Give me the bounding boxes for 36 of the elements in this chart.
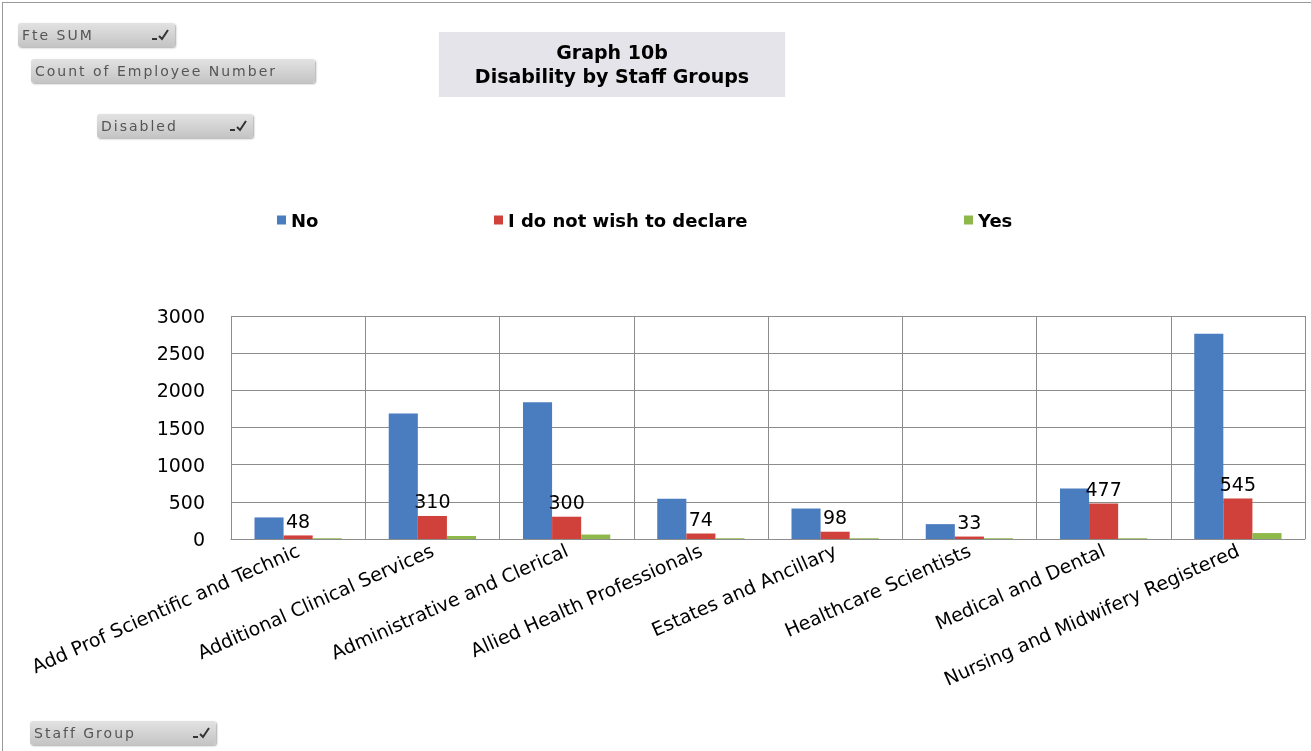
y-tick-label: 3000 (156, 305, 205, 327)
bar (1089, 503, 1119, 539)
legend-label: I do not wish to declare (508, 209, 748, 231)
field-button: Count of Employee Number (31, 59, 315, 83)
data-label: 33 (957, 511, 982, 534)
chart-title: Graph 10b (556, 40, 668, 63)
bar (446, 536, 477, 539)
bar (1252, 533, 1282, 539)
chart-subtitle: Disability by Staff Groups (474, 64, 750, 87)
data-label: 477 (1085, 478, 1122, 501)
bar (686, 533, 716, 539)
data-label: 74 (688, 508, 713, 530)
bar (1223, 498, 1253, 539)
y-tick-label: 1000 (156, 453, 205, 476)
y-tick-label: 1500 (156, 416, 205, 439)
bar (254, 517, 284, 539)
legend-label: No (291, 209, 319, 231)
bar (657, 498, 687, 539)
y-tick-label: 2000 (156, 379, 205, 402)
bar (791, 508, 821, 539)
field-button: Disabled (97, 114, 253, 138)
y-tick-label: 2500 (156, 342, 205, 365)
legend-label: Yes (977, 209, 1013, 231)
bar (552, 516, 582, 539)
bar (820, 531, 850, 539)
field-button: Fte SUM (18, 23, 175, 47)
bar (925, 524, 955, 539)
bar (417, 515, 447, 539)
y-tick-label: 0 (192, 528, 205, 550)
x-axis-title: Staff Group (34, 725, 136, 741)
data-label: 48 (286, 509, 311, 532)
bar (283, 535, 313, 539)
data-label: 98 (823, 506, 848, 529)
y-tick-label: 500 (168, 490, 205, 513)
field-button: Staff Group (30, 721, 216, 745)
legend-title: Disabled (101, 118, 178, 134)
